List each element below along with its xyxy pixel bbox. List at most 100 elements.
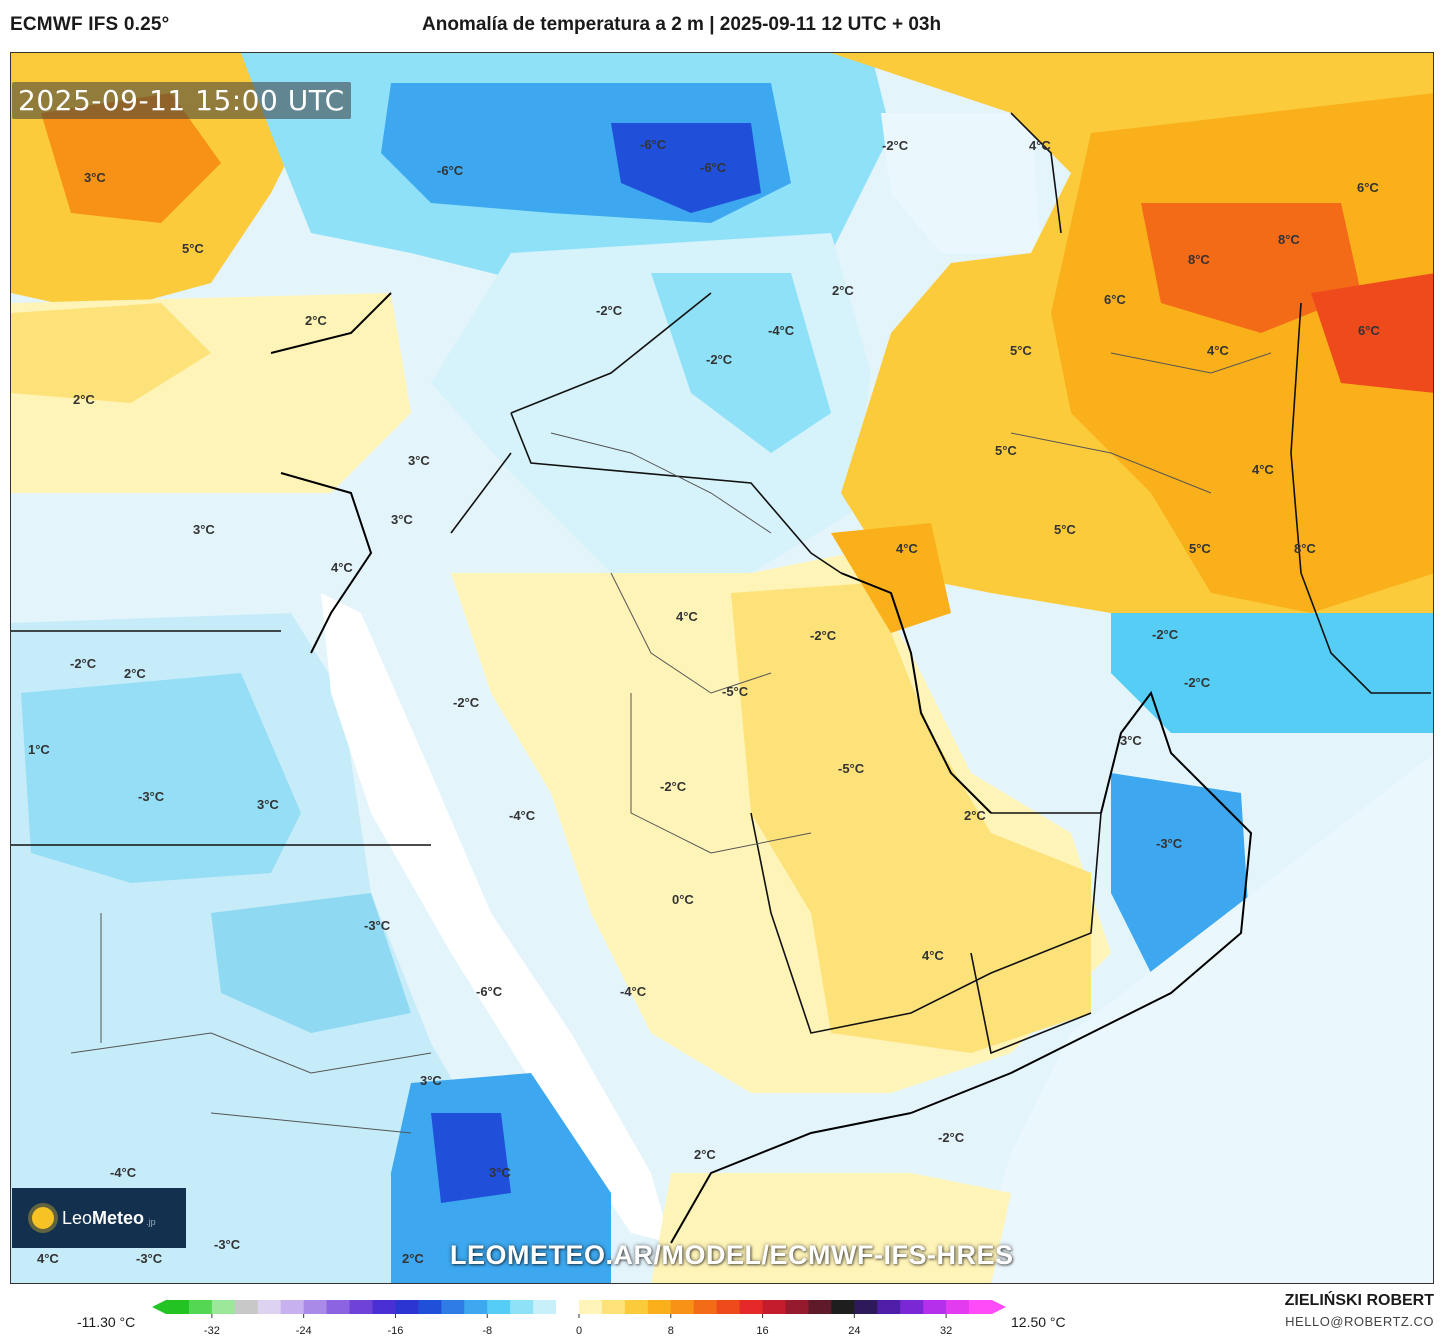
contour-label: 4°C	[896, 541, 918, 556]
country-borders	[11, 112, 1431, 1055]
contour-label: 3°C	[193, 522, 215, 537]
warm-zone-med	[11, 303, 211, 403]
cool-zone-zagros	[651, 273, 831, 453]
contour-label: -2°C	[453, 695, 480, 710]
colorbar-tick-label: 8	[667, 1325, 674, 1337]
sun-icon	[32, 1207, 54, 1229]
author-credit: ZIELIŃSKI ROBERT	[1284, 1292, 1434, 1309]
colorbar: -11.30 °C 12.50 °C -32 -24 -16 -8 0 8 16 24 32	[0, 1292, 1444, 1339]
red-sea	[321, 593, 671, 1243]
colorbar-gradient	[152, 1300, 1006, 1318]
temperature-anomaly-map	[10, 52, 1434, 1284]
colorbar-swatch	[808, 1300, 832, 1314]
source-watermark: LEOMETEO.AR/MODEL/ECMWF-IFS-HRES	[450, 1240, 1014, 1270]
colorbar-swatch	[372, 1300, 396, 1314]
contour-label: 5°C	[1054, 522, 1076, 537]
colorbar-swatch	[349, 1300, 373, 1314]
cool-zone-makran	[1111, 613, 1433, 733]
contour-label: -3°C	[1156, 836, 1183, 851]
contour-label: 8°C	[1278, 232, 1300, 247]
contour-label: -2°C	[660, 779, 687, 794]
contour-label: -4°C	[110, 1165, 137, 1180]
contour-label: -6°C	[700, 160, 727, 175]
colorbar-swatch	[579, 1300, 603, 1314]
colorbar-swatch	[510, 1300, 534, 1314]
contour-label: -6°C	[476, 984, 503, 999]
contour-label: -2°C	[596, 303, 623, 318]
colorbar-tick-label: -32	[203, 1325, 220, 1337]
contour-label: 2°C	[305, 313, 327, 328]
colder-zone-turkey	[611, 123, 761, 213]
contour-label: 4°C	[1252, 462, 1274, 477]
contour-label: -2°C	[70, 656, 97, 671]
contour-label: -4°C	[509, 808, 536, 823]
colorbar-swatch	[877, 1300, 901, 1314]
colorbar-tick-label: 32	[939, 1325, 953, 1337]
colorbar-swatch	[762, 1300, 786, 1314]
contour-label: 6°C	[1357, 180, 1379, 195]
colorbar-swatch	[395, 1300, 419, 1314]
contour-label: 8°C	[1294, 541, 1316, 556]
cool-zone-sudan	[211, 893, 411, 1033]
contour-label: 6°C	[1358, 323, 1380, 338]
colorbar-swatch	[303, 1300, 328, 1314]
logo-suffix: .jp	[146, 1217, 156, 1227]
warm-zone-arabia	[731, 583, 1091, 1053]
contour-label: -5°C	[722, 684, 749, 699]
contour-label: -2°C	[1184, 675, 1211, 690]
contour-label: -6°C	[437, 163, 464, 178]
colorbar-max-label: 12.50 °C	[1011, 1314, 1066, 1330]
contour-label: -2°C	[810, 628, 837, 643]
colorbar-swatch	[234, 1300, 259, 1314]
contour-label: -4°C	[620, 984, 647, 999]
contour-label: 2°C	[832, 283, 854, 298]
contour-label: -2°C	[882, 138, 909, 153]
colorbar-swatch	[441, 1300, 465, 1314]
contour-label: 3°C	[489, 1165, 511, 1180]
colorbar-swatch	[923, 1300, 947, 1314]
colorbar-swatch	[601, 1300, 626, 1314]
contour-label: 2°C	[73, 392, 95, 407]
contour-label: 2°C	[694, 1147, 716, 1162]
contour-label: 2°C	[124, 666, 146, 681]
contour-label: -4°C	[768, 323, 795, 338]
colorbar-swatch	[487, 1300, 511, 1314]
contour-label: 5°C	[182, 241, 204, 256]
contour-label: -5°C	[838, 761, 865, 776]
mild-zone-yemen-coast	[651, 1173, 1011, 1283]
contour-label: 6°C	[1104, 292, 1126, 307]
colorbar-min-arrow	[152, 1300, 166, 1314]
colorbar-swatch	[418, 1300, 442, 1314]
hot-zone-greece	[41, 93, 221, 223]
colorbar-tick-label: -8	[482, 1325, 493, 1337]
colorbar-swatch	[739, 1300, 764, 1314]
contour-label: 3°C	[1120, 733, 1142, 748]
colorbar-swatch	[280, 1300, 305, 1314]
hottest-zone-pakistan	[1311, 273, 1433, 393]
colorbar-swatch	[326, 1300, 351, 1314]
colorbar-swatch	[969, 1300, 993, 1314]
colorbar-tick-label: 24	[848, 1325, 861, 1337]
colorbar-swatch	[624, 1300, 649, 1314]
contour-label: 4°C	[1029, 138, 1051, 153]
colorbar-swatch	[831, 1300, 855, 1314]
colorbar-swatch	[257, 1300, 282, 1314]
colorbar-swatch	[670, 1300, 695, 1314]
author-email: HELLO@ROBERTZ.CO	[1285, 1314, 1434, 1329]
contour-label: 4°C	[37, 1251, 59, 1266]
model-name: ECMWF IFS 0.25°	[10, 14, 170, 35]
province-borders	[70, 352, 1272, 1134]
map-canvas	[11, 53, 1433, 1283]
contour-label: -2°C	[1152, 627, 1179, 642]
contour-label: -3°C	[138, 789, 165, 804]
contour-label: 3°C	[84, 170, 106, 185]
contour-label: 5°C	[995, 443, 1017, 458]
contour-label: 0°C	[672, 892, 694, 907]
colorbar-swatch	[785, 1300, 809, 1314]
colorbar-swatch	[533, 1300, 557, 1314]
hot-zone-kuwait	[831, 523, 951, 633]
contour-label: -3°C	[214, 1237, 241, 1252]
contour-label: 1°C	[28, 742, 50, 757]
colorbar-tick-label: 0	[575, 1325, 583, 1337]
caspian-sea	[881, 113, 1041, 253]
